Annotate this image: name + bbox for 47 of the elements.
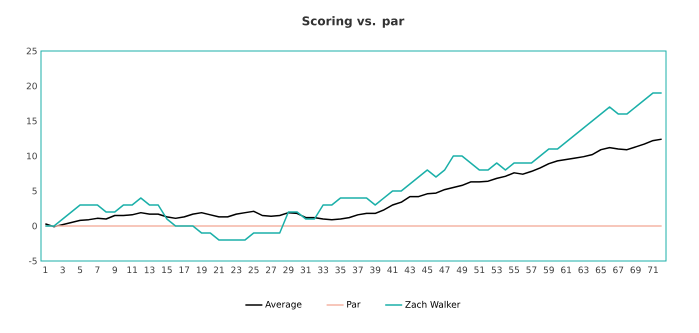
x-tick-label: 43 xyxy=(404,266,415,274)
x-tick-label: 63 xyxy=(578,266,589,274)
x-tick-label: 53 xyxy=(492,266,502,274)
y-tick-label: 0 xyxy=(32,222,37,230)
x-tick-label: 41 xyxy=(387,266,398,274)
x-tick-label: 31 xyxy=(300,266,311,274)
x-tick-label: 65 xyxy=(596,266,606,274)
y-tick-label: 25 xyxy=(26,48,37,54)
y-tick-label: 10 xyxy=(27,152,37,160)
x-tick-label: 35 xyxy=(335,266,346,274)
x-tick-label: 5 xyxy=(78,266,82,274)
x-tick-label: 19 xyxy=(196,266,207,274)
y-tick-label: -5 xyxy=(28,258,37,264)
x-tick-label: 59 xyxy=(544,266,554,274)
y-tick-label: 15 xyxy=(27,118,37,124)
x-tick-label: 3 xyxy=(60,266,65,274)
x-tick-label: 37 xyxy=(352,266,363,274)
x-tick-label: 15 xyxy=(162,266,172,274)
x-tick-label: 13 xyxy=(144,266,154,274)
chart-title: Scoring vs. par xyxy=(302,16,404,28)
legend-label: Zach Walker xyxy=(405,300,460,308)
x-tick-label: 29 xyxy=(283,266,294,274)
x-tick-label: 39 xyxy=(370,266,380,274)
x-tick-label: 51 xyxy=(474,266,484,274)
x-tick-label: 67 xyxy=(613,266,624,274)
legend-label: Average xyxy=(265,301,302,310)
x-tick-label: 17 xyxy=(180,266,190,274)
x-tick-label: 55 xyxy=(509,266,520,274)
x-tick-label: 11 xyxy=(127,266,138,274)
x-tick-label: 49 xyxy=(456,266,468,274)
x-tick-label: 57 xyxy=(526,266,536,274)
x-tick-label: 9 xyxy=(112,266,118,274)
x-tick-label: 7 xyxy=(95,266,100,274)
x-tick-label: 45 xyxy=(422,266,432,274)
legend-label: Par xyxy=(347,301,361,308)
y-tick-label: 20 xyxy=(26,82,37,90)
x-tick-label: 61 xyxy=(561,266,572,274)
y-tick-label: 5 xyxy=(32,188,37,194)
x-tick-label: 69 xyxy=(630,266,641,274)
x-tick-label: 47 xyxy=(439,266,450,274)
x-tick-label: 23 xyxy=(231,266,242,274)
x-tick-label: 25 xyxy=(248,266,259,274)
x-tick-label: 1 xyxy=(43,266,48,274)
x-tick-label: 27 xyxy=(266,266,276,274)
x-tick-label: 33 xyxy=(318,266,328,274)
x-tick-label: 71 xyxy=(648,266,658,274)
x-tick-label: 21 xyxy=(214,266,224,274)
